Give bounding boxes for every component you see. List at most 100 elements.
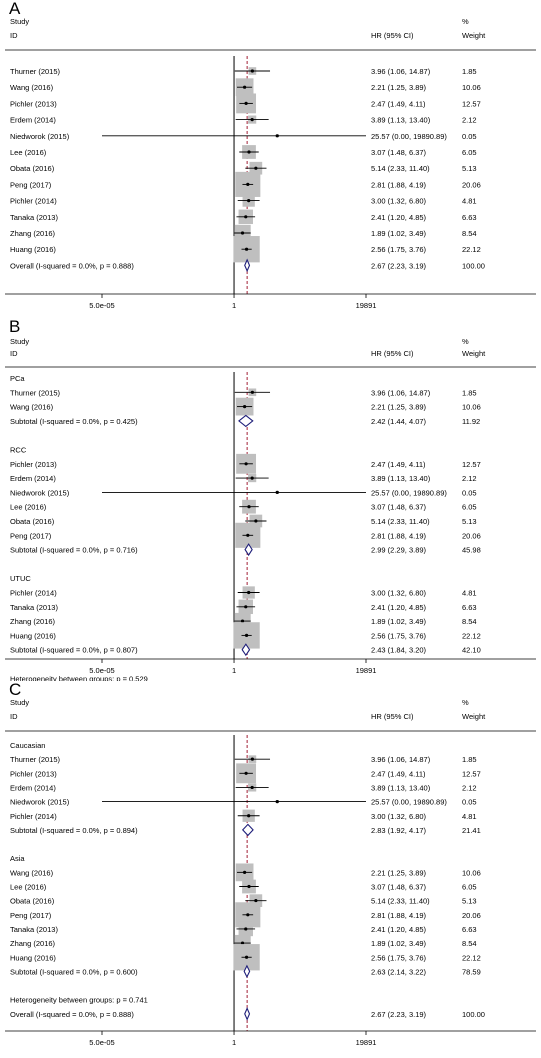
study-label: Erdem (2014) (10, 783, 56, 792)
study-label: Peng (2017) (10, 180, 52, 189)
hr-ci-value: 1.89 (1.02, 3.49) (371, 229, 427, 238)
weight-value: 2.12 (462, 474, 477, 483)
subtotal-diamond (244, 543, 253, 557)
hr-ci-value: 2.81 (1.88, 4.19) (371, 911, 427, 920)
header-weight: Weight (462, 712, 486, 721)
weight-value: 6.05 (462, 883, 477, 892)
hr-ci-value: 2.81 (1.88, 4.19) (371, 531, 427, 540)
study-label: Tanaka (2013) (10, 213, 58, 222)
study-label: Pichler (2013) (10, 99, 57, 108)
study-label: Pichler (2014) (10, 589, 57, 598)
study-label: Pichler (2014) (10, 812, 57, 821)
forest-plot-b: B Study ID HR (95% CI)% Weight PCa Thurner (20… (0, 317, 541, 700)
point-estimate (244, 101, 248, 105)
study-label: Zhang (2016) (10, 229, 56, 238)
hr-ci-value: 3.89 (1.13, 13.40) (371, 474, 431, 483)
hr-ci-value: 2.21 (1.25, 3.89) (371, 403, 427, 412)
weight-value: 4.81 (462, 197, 477, 206)
point-estimate (275, 490, 279, 494)
heterogeneity-note: Heterogeneity between groups: p = 0.529 (10, 674, 148, 681)
hr-ci-value: 2.21 (1.25, 3.89) (371, 83, 427, 92)
weight-value: 10.06 (462, 868, 481, 877)
hr-ci-value: 2.56 (1.75, 3.76) (371, 953, 427, 962)
study-label: Lee (2016) (10, 883, 47, 892)
point-estimate (250, 118, 254, 122)
point-estimate (243, 85, 247, 89)
hr-ci-value: 5.14 (2.33, 11.40) (371, 517, 430, 526)
x-tick-label: 5.0e-05 (89, 301, 114, 310)
study-label: Pichler (2013) (10, 769, 57, 778)
point-estimate (243, 870, 247, 874)
weight-value: 12.57 (462, 99, 481, 108)
hr-ci-value: 25.57 (0.00, 19890.89) (371, 798, 447, 807)
point-estimate (250, 390, 254, 394)
point-estimate (247, 199, 251, 203)
group-label: RCC (10, 446, 27, 455)
subtotal-label: Subtotal (I-squared = 0.0%, p = 0.600) (10, 967, 138, 976)
header-weight: Weight (462, 349, 486, 358)
point-estimate (244, 771, 248, 775)
weight-value: 5.13 (462, 897, 477, 906)
weight-value: 1.85 (462, 67, 477, 76)
subtotal-label: Subtotal (I-squared = 0.0%, p = 0.716) (10, 546, 138, 555)
point-estimate (240, 231, 245, 235)
overall-diamond (244, 258, 251, 273)
point-estimate (250, 476, 254, 480)
point-estimate (250, 757, 254, 761)
overall-label: Overall (I-squared = 0.0%, p = 0.888) (10, 1010, 134, 1019)
hr-ci-value: 2.83 (1.92, 4.17) (371, 826, 427, 835)
hr-ci-value: 3.89 (1.13, 13.40) (371, 116, 431, 125)
weight-value: 12.57 (462, 769, 481, 778)
point-estimate (250, 785, 254, 790)
point-estimate (250, 69, 254, 73)
subtotal-diamond (238, 414, 254, 428)
header-id: ID (10, 31, 18, 40)
weight-value: 12.57 (462, 460, 481, 469)
weight-value: 8.54 (462, 229, 477, 238)
panel-label: B (9, 318, 20, 336)
point-estimate (275, 800, 279, 804)
study-label: Lee (2016) (10, 148, 47, 157)
weight-value: 6.05 (462, 503, 477, 512)
hr-ci-value: 2.81 (1.88, 4.19) (371, 180, 427, 189)
weight-value: 5.13 (462, 164, 477, 173)
point-estimate (244, 927, 248, 931)
header-hr: HR (95% CI) (371, 712, 414, 721)
hr-ci-value: 2.43 (1.84, 3.20) (371, 646, 427, 655)
x-tick-label: 19891 (356, 301, 377, 310)
hr-ci-value: 2.42 (1.44, 4.07) (371, 417, 427, 426)
forest-plot-c: C Study ID HR (95% CI)% Weight Caucasian Thurn… (0, 680, 541, 1053)
group-label: Asia (10, 854, 25, 863)
header-study: Study (10, 698, 29, 707)
study-label: Zhang (2016) (10, 939, 56, 948)
hr-ci-value: 3.00 (1.32, 6.80) (371, 589, 427, 598)
hr-ci-value: 3.96 (1.06, 14.87) (371, 388, 431, 397)
hr-ci-value: 25.57 (0.00, 19890.89) (371, 132, 447, 141)
weight-value: 4.81 (462, 589, 477, 598)
subtotal-label: Subtotal (I-squared = 0.0%, p = 0.425) (10, 417, 138, 426)
header-id: ID (10, 712, 18, 721)
study-label: Erdem (2014) (10, 116, 56, 125)
study-label: Niedworok (2015) (10, 488, 70, 497)
weight-value: 6.63 (462, 925, 477, 934)
header-study: Study (10, 17, 29, 26)
point-estimate (244, 247, 249, 251)
point-estimate (247, 150, 251, 154)
weight-value: 6.05 (462, 148, 477, 157)
header-id: ID (10, 349, 18, 358)
forest-plot-a: A Study ID HR (95% CI)% Weight Thurner (2015)… (0, 0, 541, 318)
point-estimate (244, 955, 249, 959)
study-label: Obata (2016) (10, 517, 55, 526)
hr-ci-value: 3.07 (1.48, 6.37) (371, 148, 427, 157)
point-estimate (243, 405, 247, 409)
header-pct: % (462, 17, 469, 26)
group-label: Caucasian (10, 741, 45, 750)
point-estimate (244, 633, 249, 637)
weight-value: 78.59 (462, 967, 481, 976)
study-label: Peng (2017) (10, 531, 52, 540)
study-label: Lee (2016) (10, 503, 47, 512)
hr-ci-value: 2.47 (1.49, 4.11) (371, 99, 426, 108)
weight-value: 20.06 (462, 531, 481, 540)
hr-ci-value: 1.89 (1.02, 3.49) (371, 939, 427, 948)
